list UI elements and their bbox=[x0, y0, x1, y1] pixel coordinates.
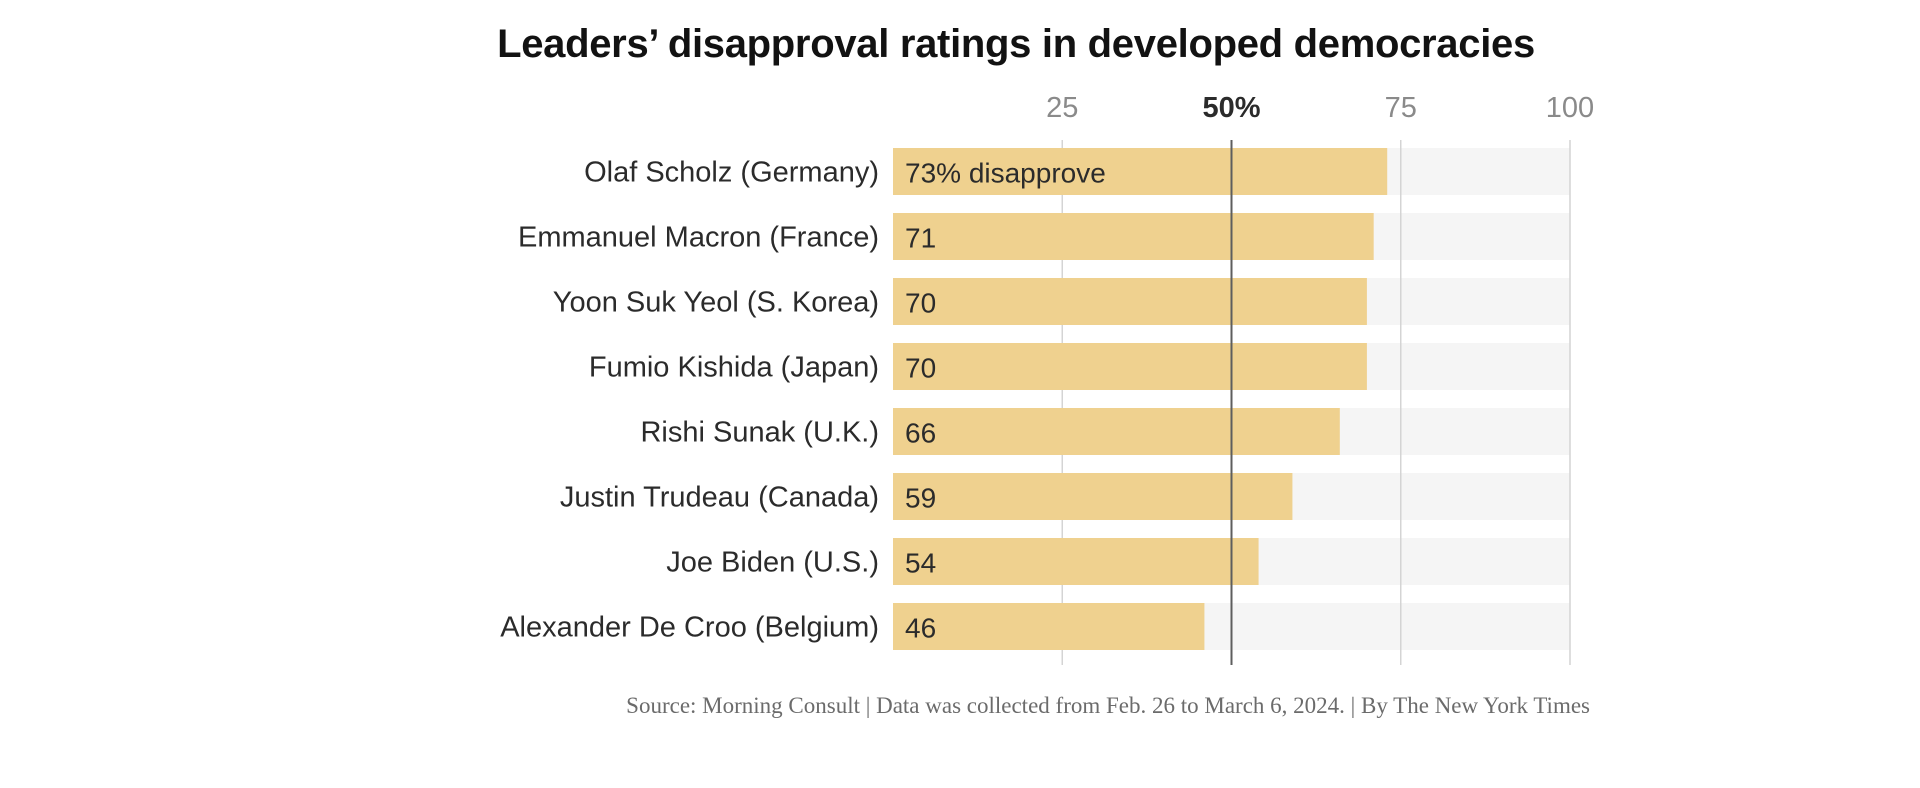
bar bbox=[893, 408, 1340, 455]
category-label: Fumio Kishida (Japan) bbox=[589, 352, 879, 384]
bar-value-label: 70 bbox=[905, 288, 936, 319]
category-label: Olaf Scholz (Germany) bbox=[584, 157, 879, 189]
chart-title: Leaders’ disapproval ratings in develope… bbox=[497, 22, 1535, 66]
bar bbox=[893, 343, 1367, 390]
source-note: Source: Morning Consult | Data was colle… bbox=[626, 693, 1590, 718]
category-label: Rishi Sunak (U.K.) bbox=[640, 417, 879, 449]
bar bbox=[893, 538, 1259, 585]
bar bbox=[893, 148, 1388, 195]
labels: 25 50% 75 100 Olaf Scholz (Germany) 73% disap… bbox=[500, 92, 1594, 644]
bar-value-label: 70 bbox=[905, 353, 936, 384]
category-label: Yoon Suk Yeol (S. Korea) bbox=[553, 287, 879, 319]
bar-value-label: 54 bbox=[905, 548, 936, 579]
bar-value-label: 46 bbox=[905, 613, 936, 644]
bars bbox=[893, 148, 1388, 650]
x-tick-label: 50% bbox=[1202, 92, 1260, 124]
bar-value-label: 59 bbox=[905, 483, 936, 514]
bar bbox=[893, 473, 1293, 520]
x-tick-label: 75 bbox=[1385, 92, 1417, 124]
bar-value-label: 73% disapprove bbox=[905, 158, 1106, 189]
x-tick-label: 100 bbox=[1546, 92, 1594, 124]
bar-value-label: 66 bbox=[905, 418, 936, 449]
category-label: Alexander De Croo (Belgium) bbox=[500, 612, 879, 644]
bar-value-label: 71 bbox=[905, 223, 936, 254]
category-label: Justin Trudeau (Canada) bbox=[560, 482, 879, 514]
category-label: Joe Biden (U.S.) bbox=[666, 547, 879, 579]
bar bbox=[893, 278, 1367, 325]
bar bbox=[893, 603, 1205, 650]
x-tick-label: 25 bbox=[1046, 92, 1078, 124]
bar bbox=[893, 213, 1374, 260]
category-label: Emmanuel Macron (France) bbox=[518, 222, 879, 254]
